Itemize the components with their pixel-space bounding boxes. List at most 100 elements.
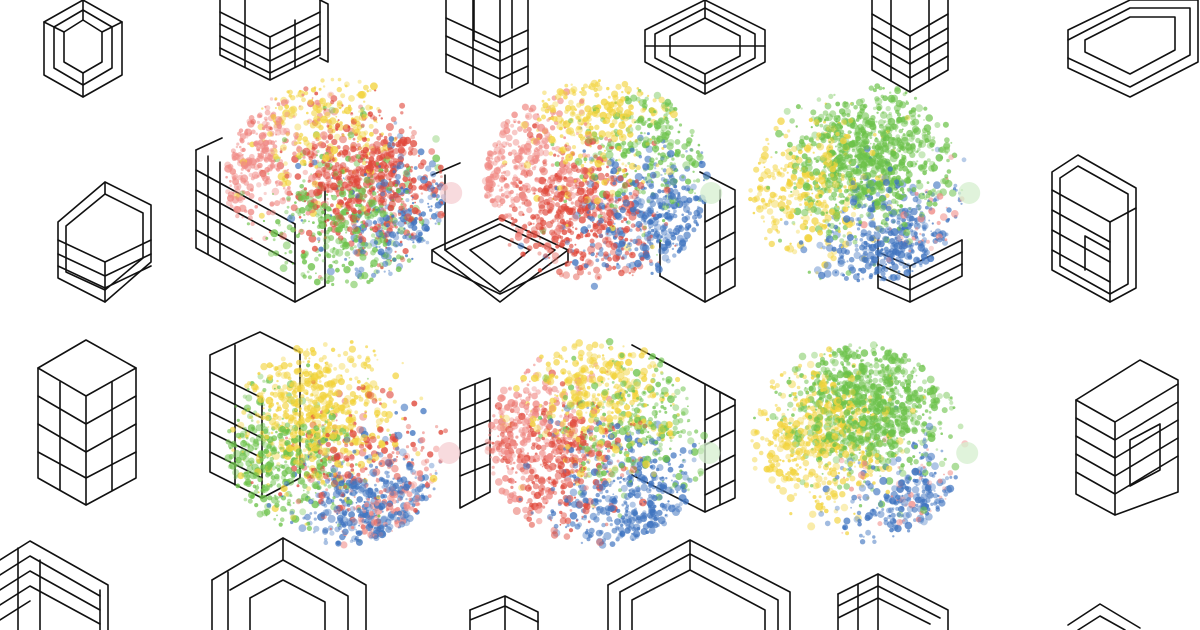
scatter-point bbox=[661, 223, 668, 230]
scatter-point bbox=[331, 282, 335, 287]
scatter-point bbox=[552, 112, 555, 114]
wireframe-block bbox=[644, 0, 766, 95]
scatter-point bbox=[385, 186, 389, 191]
scatter-point bbox=[657, 189, 662, 194]
scatter-point bbox=[317, 118, 321, 122]
scatter-point bbox=[258, 132, 267, 140]
scatter-point bbox=[838, 143, 842, 146]
scatter-point bbox=[298, 105, 301, 108]
scatter-point bbox=[677, 193, 681, 197]
scatter-point bbox=[814, 183, 820, 188]
scatter-point bbox=[586, 153, 591, 158]
scatter-point bbox=[580, 123, 583, 126]
scatter-point bbox=[813, 223, 817, 227]
scatter-point bbox=[879, 258, 886, 266]
scatter-point bbox=[888, 275, 893, 280]
scatter-point bbox=[557, 154, 560, 158]
scatter-point bbox=[789, 207, 795, 214]
scatter-point bbox=[427, 205, 430, 209]
scatter-point bbox=[291, 155, 299, 163]
scatter-point bbox=[836, 160, 839, 163]
scatter-point bbox=[256, 182, 262, 188]
scatter-point bbox=[269, 126, 273, 131]
scatter-point bbox=[663, 144, 667, 149]
scatter-point bbox=[585, 258, 592, 266]
scatter-point bbox=[441, 213, 445, 217]
scatter-point bbox=[344, 84, 348, 88]
wireframe-block bbox=[211, 537, 367, 630]
scatter-point bbox=[302, 179, 306, 183]
scatter-point bbox=[279, 232, 287, 240]
scatter-point bbox=[911, 187, 917, 193]
scatter-point bbox=[411, 207, 419, 215]
scatter-point bbox=[294, 173, 302, 180]
scatter-point bbox=[842, 234, 846, 238]
scatter-point bbox=[412, 241, 415, 244]
scatter-point bbox=[334, 259, 339, 265]
scatter-point bbox=[925, 114, 933, 122]
scatter-point bbox=[344, 279, 350, 284]
scatter-point bbox=[278, 181, 284, 186]
scatter-point bbox=[548, 104, 556, 112]
scatter-point bbox=[299, 141, 302, 145]
scatter-point bbox=[611, 161, 619, 169]
scatter-point bbox=[511, 206, 518, 213]
scatter-point bbox=[335, 176, 341, 181]
scatter-point bbox=[300, 219, 304, 222]
scatter-point bbox=[418, 216, 423, 222]
scatter-point bbox=[905, 142, 910, 147]
scatter-point bbox=[861, 277, 865, 281]
scatter-point bbox=[284, 252, 287, 255]
scatter-point bbox=[626, 220, 631, 225]
scatter-point bbox=[679, 237, 685, 243]
scatter-point bbox=[621, 254, 628, 260]
scatter-point bbox=[496, 140, 502, 145]
scatter-point bbox=[948, 154, 954, 160]
scatter-point bbox=[609, 181, 613, 185]
scatter-point bbox=[656, 238, 660, 243]
scatter-point bbox=[365, 160, 369, 164]
scatter-point bbox=[628, 191, 633, 196]
scatter-point bbox=[651, 214, 655, 218]
scatter-point bbox=[542, 90, 547, 96]
scatter-point bbox=[377, 109, 382, 114]
scatter-point bbox=[858, 255, 866, 262]
scatter-point bbox=[872, 244, 877, 248]
scatter-point bbox=[757, 185, 762, 191]
scatter-point bbox=[923, 240, 927, 244]
scatter-point bbox=[312, 142, 315, 146]
scatter-point bbox=[891, 263, 899, 271]
scatter-point bbox=[567, 228, 572, 233]
scatter-point bbox=[378, 114, 381, 117]
scatter-point bbox=[292, 115, 296, 119]
scatter-point bbox=[396, 161, 405, 170]
scatter-point bbox=[655, 157, 658, 160]
scatter-point bbox=[808, 117, 814, 123]
scatter-point bbox=[330, 100, 335, 105]
scatter-point bbox=[839, 210, 842, 214]
scatter-point bbox=[378, 165, 381, 168]
scatter-point bbox=[296, 152, 304, 159]
scatter-point bbox=[269, 202, 275, 207]
scatter-point bbox=[925, 169, 928, 172]
scatter-point bbox=[395, 173, 401, 180]
scatter-point bbox=[315, 272, 317, 275]
scatter-point bbox=[946, 169, 952, 174]
scatter-point bbox=[378, 245, 381, 249]
scatter-point bbox=[631, 274, 634, 277]
scatter-point bbox=[594, 92, 600, 98]
scatter-point bbox=[646, 206, 654, 214]
scatter-point bbox=[640, 256, 645, 262]
scatter-point bbox=[813, 207, 822, 215]
scatter-point bbox=[240, 177, 247, 184]
scatter-point bbox=[514, 165, 518, 170]
scatter-point bbox=[500, 188, 504, 192]
scatter-point bbox=[383, 135, 388, 140]
scatter-point bbox=[875, 120, 878, 123]
scatter-point bbox=[512, 139, 520, 146]
scatter-point bbox=[612, 94, 619, 101]
scatter-point bbox=[410, 165, 414, 169]
scatter-point bbox=[926, 130, 931, 135]
scatter-point bbox=[783, 107, 791, 115]
scatter-point bbox=[385, 172, 393, 181]
